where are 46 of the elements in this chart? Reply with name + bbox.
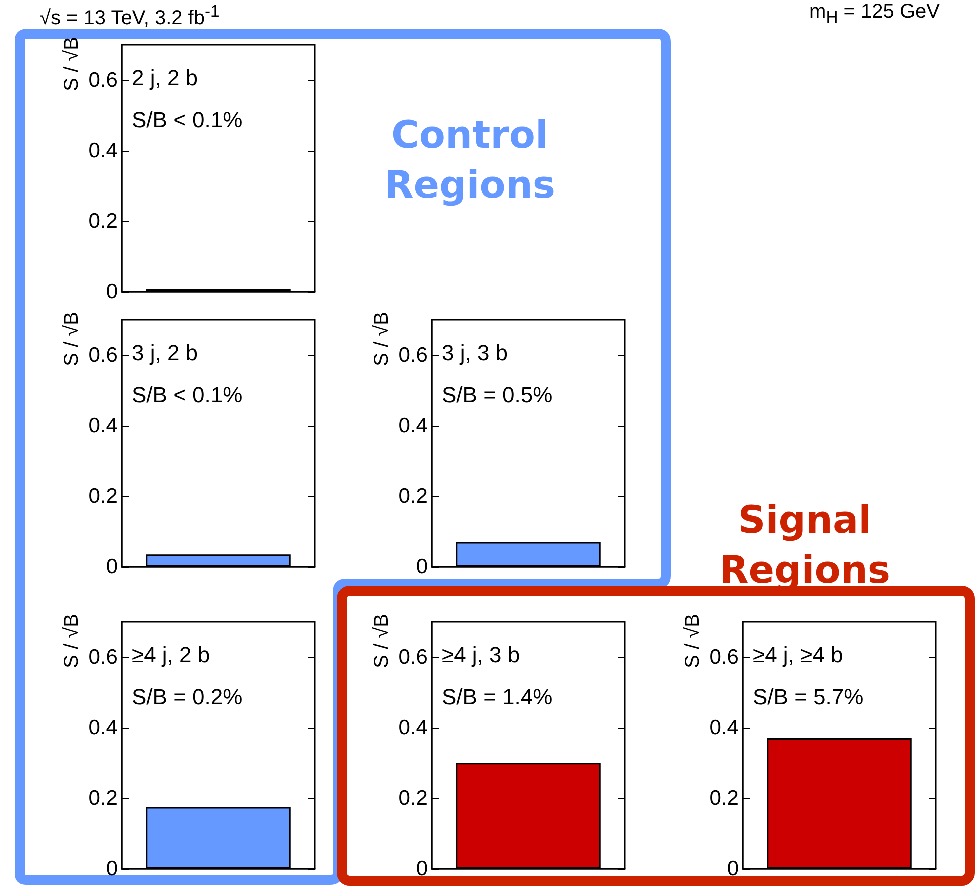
y-tick-label: 0.6: [398, 646, 428, 669]
y-tick-label: 0.2: [88, 210, 118, 233]
annotation: S/B = 0.5%: [442, 382, 553, 408]
y-tick-label: 0: [416, 556, 428, 578]
annotation: S/B < 0.1%: [132, 108, 243, 132]
text: √s = 13 TeV, 3.2 fb$^{-1}$: [40, 1, 220, 31]
annotation: 3 j, 3 b: [442, 340, 508, 366]
y-tick-label: 0: [106, 858, 118, 880]
annotation: S/B = 0.2%: [132, 684, 243, 710]
y-tick-label: 0: [106, 556, 118, 578]
y-tick-label: 0.4: [398, 414, 428, 438]
y-tick-label: 0.2: [398, 484, 428, 508]
y-tick-label: 0.2: [710, 786, 739, 810]
y-tick-label: 0: [727, 858, 739, 880]
y-tick-label: 0.6: [398, 344, 428, 367]
y-axis-title: S / √B: [682, 614, 704, 668]
y-tick-label: 0.4: [710, 716, 740, 740]
text: m$_{H}$ = 125 GeV: [810, 0, 940, 29]
y-tick-label: 0.4: [88, 139, 118, 162]
y-tick-label: 0.4: [88, 716, 118, 740]
y-axis-title: S / √B: [61, 614, 83, 668]
y-tick-label: 0.2: [88, 786, 118, 810]
y-tick-label: 0.2: [88, 484, 118, 508]
y-axis-title: S / √B: [61, 37, 83, 92]
annotation: ≥4 j, 2 b: [132, 642, 210, 668]
annotation: S/B = 1.4%: [442, 684, 553, 710]
y-tick-label: 0.4: [88, 414, 118, 438]
annotation: S/B < 0.1%: [132, 382, 243, 408]
y-tick-label: 0.4: [398, 716, 428, 740]
y-tick-label: 0: [416, 858, 428, 880]
y-axis-title: S / √B: [371, 614, 393, 668]
y-tick-label: 0.2: [398, 786, 428, 810]
y-tick-label: 0.6: [88, 68, 118, 92]
annotation: ≥4 j, ≥4 b: [753, 642, 844, 668]
y-axis-title: S / √B: [61, 312, 83, 366]
y-tick-label: 0.6: [88, 646, 118, 669]
annotation: 2 j, 2 b: [132, 66, 198, 90]
y-tick-label: 0: [106, 280, 118, 304]
annotation: S/B = 5.7%: [753, 684, 864, 710]
y-axis-title: S / √B: [371, 312, 393, 366]
y-tick-label: 0.6: [710, 646, 739, 669]
annotation: ≥4 j, 3 b: [442, 642, 520, 668]
y-tick-label: 0.6: [88, 344, 118, 367]
annotation: 3 j, 2 b: [132, 340, 198, 366]
text: Signal Regions: [718, 497, 892, 594]
text: Control Regions: [383, 112, 557, 209]
